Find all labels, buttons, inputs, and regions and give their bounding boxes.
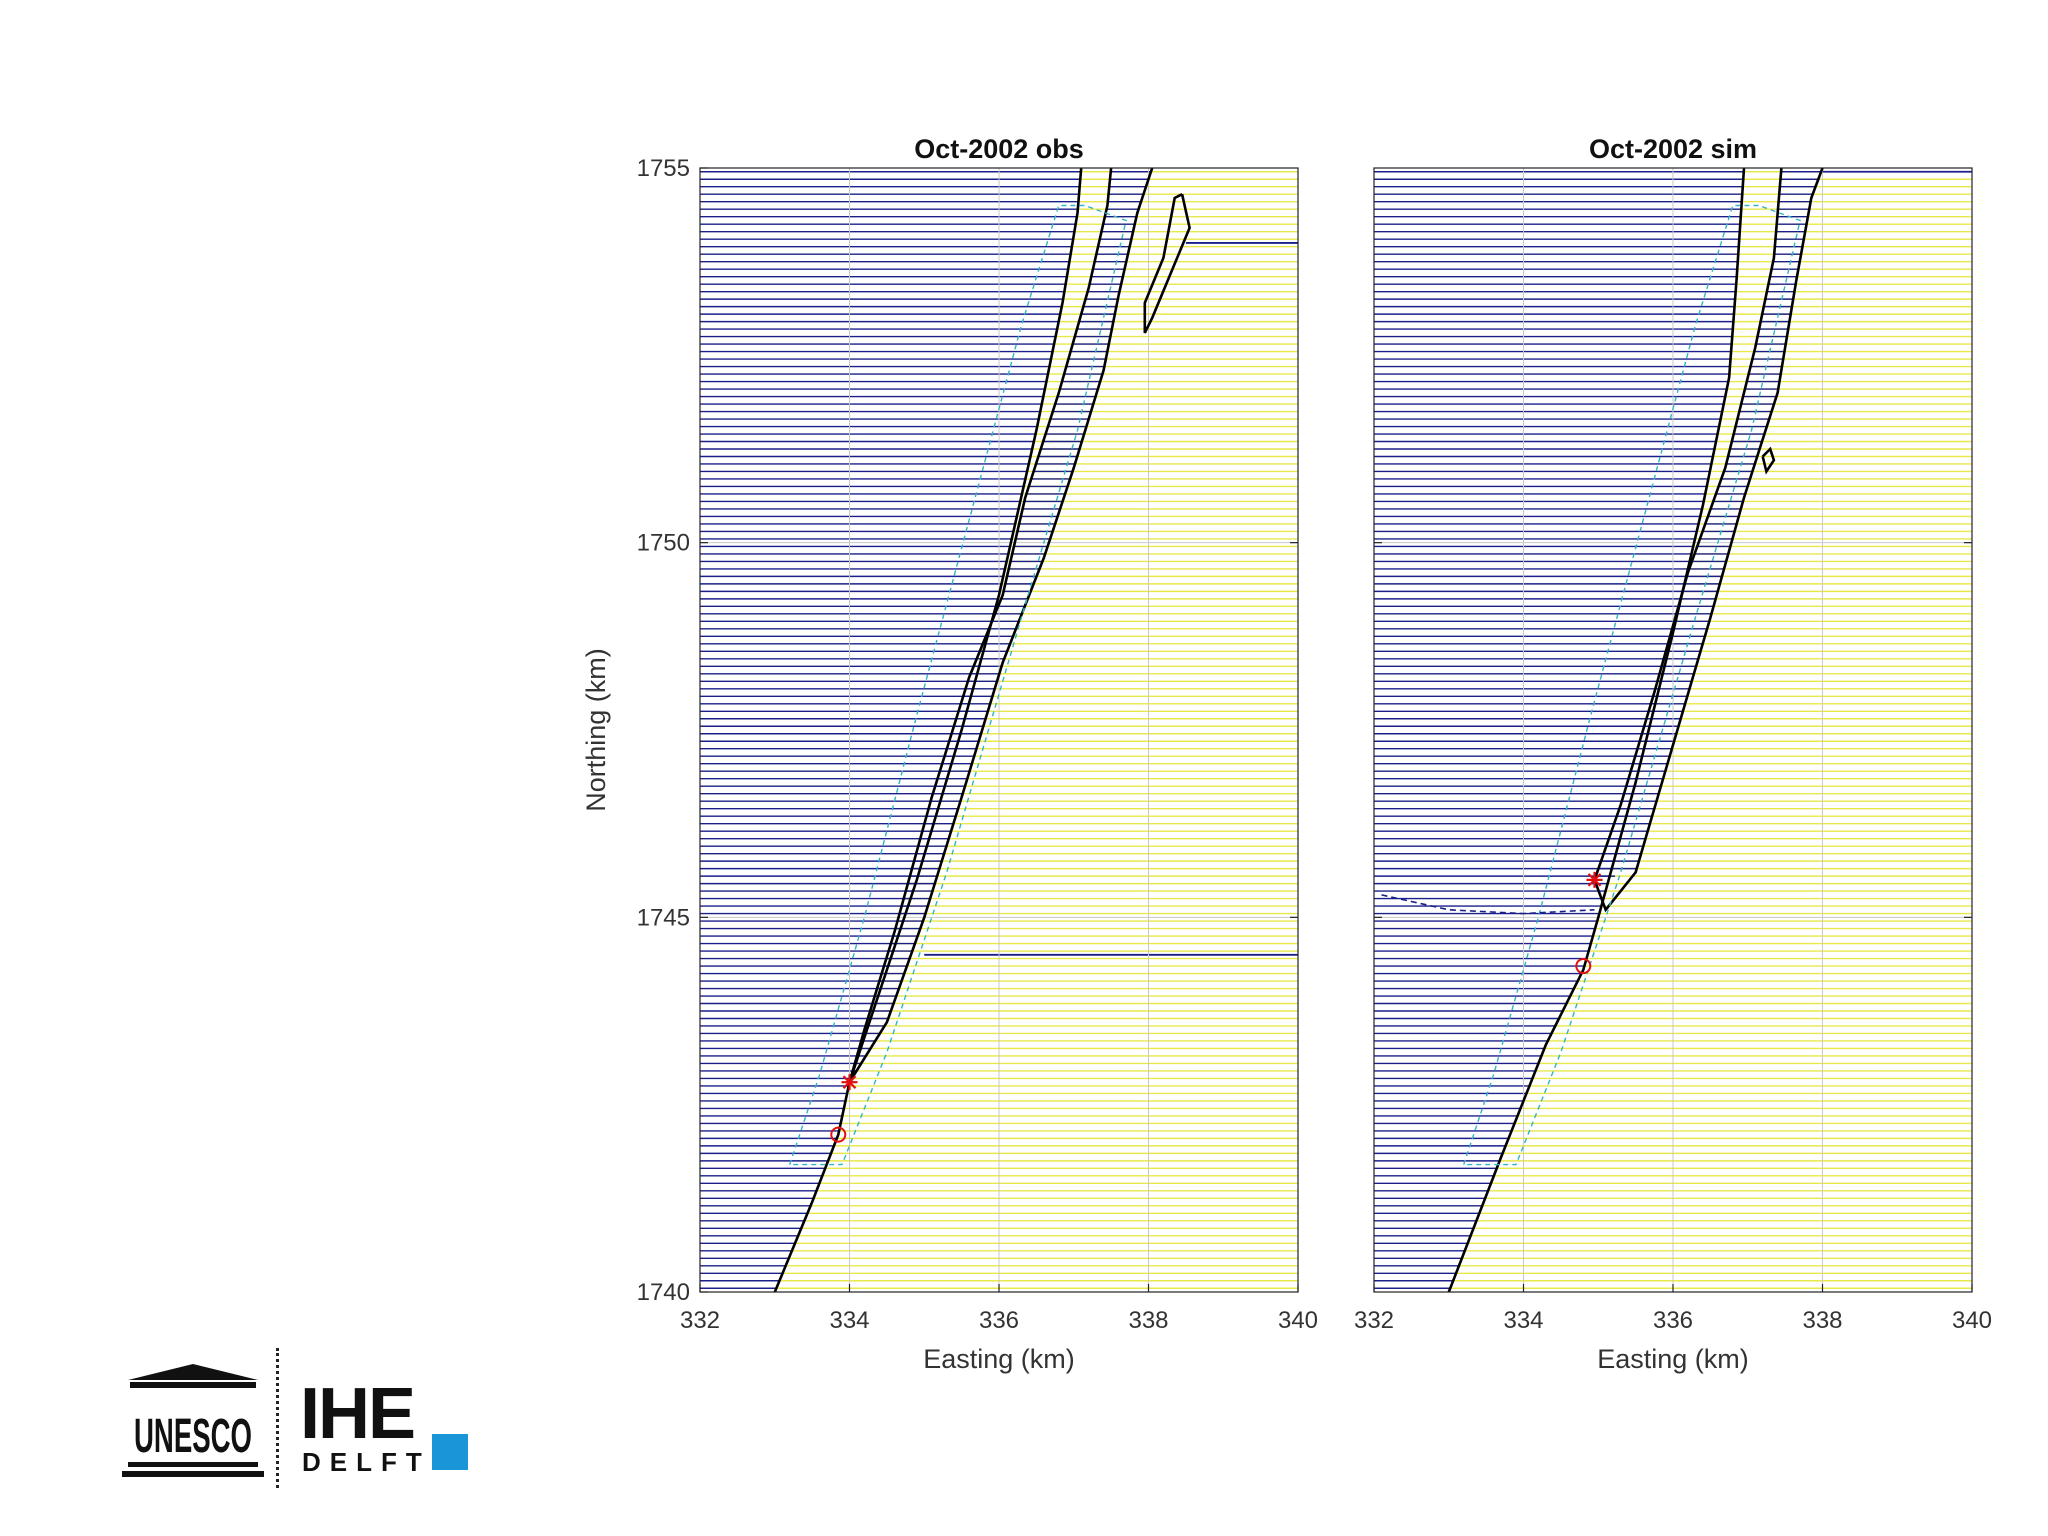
y-tick-label: 1755 xyxy=(637,155,690,182)
series-channel-dashed xyxy=(1381,894,1595,915)
unesco-ihe-logo: UNESCO xyxy=(118,1342,478,1502)
series-reference-outline xyxy=(1463,204,1801,1166)
plot-area xyxy=(700,168,1298,1292)
series-spit-outer xyxy=(1593,168,1824,913)
y-tick-label: 1750 xyxy=(637,530,690,557)
series-reference-outline xyxy=(789,204,1127,1166)
series-island xyxy=(1761,446,1776,475)
x-tick-label: 338 xyxy=(1802,1307,1842,1334)
series-spit-inner xyxy=(1593,168,1783,881)
series-coastline xyxy=(773,168,1083,1292)
series-spit-inner xyxy=(848,168,1113,1083)
series-spit-outer xyxy=(848,168,1154,1083)
series-island xyxy=(1143,193,1191,334)
x-tick-label: 336 xyxy=(1653,1307,1693,1334)
unesco-wordmark: UNESCO xyxy=(134,1410,252,1463)
y-tick-label: 1740 xyxy=(637,1279,690,1306)
x-tick-label: 340 xyxy=(1952,1307,1992,1334)
x-tick-label: 334 xyxy=(1503,1307,1543,1334)
chart-panel-1: 332 334 336 338 340 1740 1745 1750 1755 Oct-2002 … xyxy=(581,134,1318,1374)
chart-title: Oct-2002 sim xyxy=(1589,134,1757,164)
chart-title: Oct-2002 obs xyxy=(914,134,1084,164)
circle-marker xyxy=(830,1126,847,1143)
delft-wordmark: DELFT xyxy=(302,1447,431,1477)
plot-area xyxy=(1374,168,1972,1292)
x-tick-label: 332 xyxy=(1354,1307,1394,1334)
unesco-temple-icon: UNESCO xyxy=(122,1364,264,1477)
x-axis-label: Easting (km) xyxy=(1597,1344,1749,1374)
chart-panel-2: 332 334 336 338 340 Oct-2002 sim Easting (km) xyxy=(1354,134,1992,1374)
x-tick-label: 332 xyxy=(680,1307,720,1334)
logo-divider xyxy=(276,1348,279,1488)
circle-marker xyxy=(1575,958,1592,975)
x-axis-label: Easting (km) xyxy=(923,1344,1075,1374)
star-marker xyxy=(841,1074,858,1091)
x-tick-label: 340 xyxy=(1278,1307,1318,1334)
ihe-wordmark: IHE xyxy=(300,1374,416,1454)
star-marker xyxy=(1586,871,1603,888)
ihe-accent-square xyxy=(432,1434,468,1470)
y-axis-label: Northing (km) xyxy=(581,648,611,812)
y-tick-label: 1745 xyxy=(637,904,690,931)
x-tick-label: 338 xyxy=(1128,1307,1168,1334)
x-tick-label: 336 xyxy=(979,1307,1019,1334)
series-coastline xyxy=(1447,168,1746,1292)
x-tick-label: 334 xyxy=(829,1307,869,1334)
